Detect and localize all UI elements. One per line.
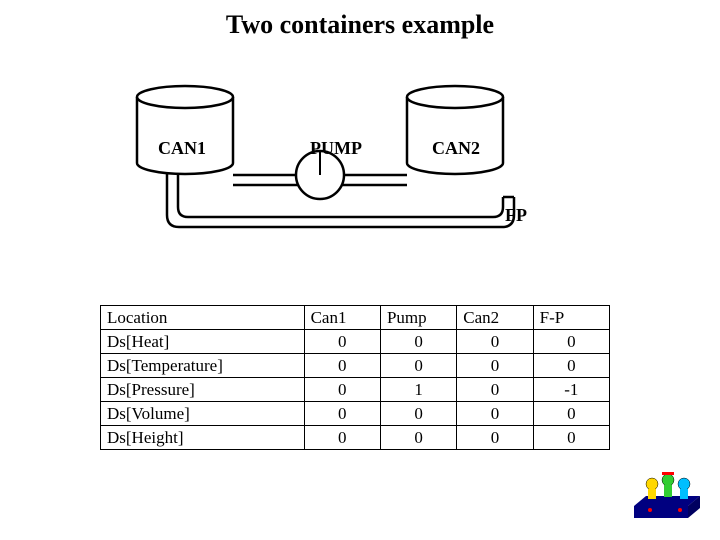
slide-logo-icon	[632, 466, 702, 522]
page-title: Two containers example	[0, 0, 720, 40]
cell-label: Ds[Volume]	[101, 402, 305, 426]
data-table-container: Location Can1 Pump Can2 F-P Ds[Heat] 0 0…	[100, 305, 610, 450]
cell: 0	[380, 426, 456, 450]
cell: 0	[304, 330, 380, 354]
label-pump: PUMP	[310, 138, 362, 159]
table-row: Ds[Pressure] 0 1 0 -1	[101, 378, 610, 402]
data-table: Location Can1 Pump Can2 F-P Ds[Heat] 0 0…	[100, 305, 610, 450]
col-fp: F-P	[533, 306, 609, 330]
label-fp: FP	[505, 205, 527, 226]
cell: 0	[380, 402, 456, 426]
label-can2: CAN2	[432, 138, 480, 159]
table-row: Ds[Height] 0 0 0 0	[101, 426, 610, 450]
cell: 0	[304, 354, 380, 378]
cell: 0	[457, 378, 533, 402]
diagram-svg	[130, 75, 560, 250]
cell: 0	[304, 426, 380, 450]
cell: 0	[380, 354, 456, 378]
table-row: Ds[Volume] 0 0 0 0	[101, 402, 610, 426]
col-can2: Can2	[457, 306, 533, 330]
cell: 0	[533, 402, 609, 426]
table-header-row: Location Can1 Pump Can2 F-P	[101, 306, 610, 330]
table-row: Ds[Temperature] 0 0 0 0	[101, 354, 610, 378]
cell: 0	[304, 402, 380, 426]
two-containers-diagram	[130, 75, 560, 250]
cell-label: Ds[Heat]	[101, 330, 305, 354]
cell-label: Ds[Pressure]	[101, 378, 305, 402]
cell: 0	[533, 330, 609, 354]
cell: 0	[457, 354, 533, 378]
cell: 0	[533, 426, 609, 450]
cell: 1	[380, 378, 456, 402]
col-pump: Pump	[380, 306, 456, 330]
table-row: Ds[Heat] 0 0 0 0	[101, 330, 610, 354]
can1-shape	[137, 86, 233, 174]
cell: 0	[457, 330, 533, 354]
table-body: Ds[Heat] 0 0 0 0 Ds[Temperature] 0 0 0 0…	[101, 330, 610, 450]
can2-shape	[407, 86, 503, 174]
cell: 0	[533, 354, 609, 378]
col-location: Location	[101, 306, 305, 330]
cell: 0	[457, 426, 533, 450]
col-can1: Can1	[304, 306, 380, 330]
cell: -1	[533, 378, 609, 402]
label-can1: CAN1	[158, 138, 206, 159]
cell-label: Ds[Temperature]	[101, 354, 305, 378]
cell: 0	[457, 402, 533, 426]
cell: 0	[304, 378, 380, 402]
cell: 0	[380, 330, 456, 354]
cell-label: Ds[Height]	[101, 426, 305, 450]
